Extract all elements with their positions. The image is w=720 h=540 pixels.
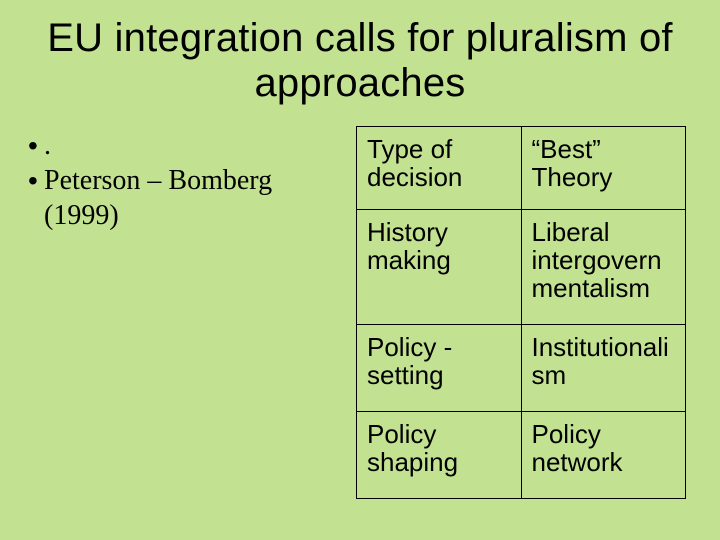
table-header-cell: “Best” Theory bbox=[521, 126, 686, 209]
table-cell: Liberal intergovernmentalism bbox=[521, 209, 686, 324]
list-item: . bbox=[28, 128, 338, 163]
table-row: Policy - setting Institutionalism bbox=[357, 324, 686, 411]
bullet-list: . Peterson – Bomberg (1999) bbox=[28, 128, 338, 233]
slide-title: EU integration calls for pluralism of ap… bbox=[28, 16, 692, 106]
table-cell: Policy network bbox=[521, 412, 686, 499]
table-row: History making Liberal intergovernmental… bbox=[357, 209, 686, 324]
table-header-cell: Type of decision bbox=[357, 126, 522, 209]
table-row: Type of decision “Best” Theory bbox=[357, 126, 686, 209]
left-column: . Peterson – Bomberg (1999) bbox=[28, 124, 338, 500]
list-item: Peterson – Bomberg (1999) bbox=[28, 163, 338, 233]
table-cell: Institutionalism bbox=[521, 324, 686, 411]
bullet-text: . bbox=[44, 128, 51, 163]
table-cell: History making bbox=[357, 209, 522, 324]
right-column: Type of decision “Best” Theory History m… bbox=[356, 124, 692, 500]
bullet-text: Peterson – Bomberg (1999) bbox=[44, 163, 324, 233]
table-cell: Policy shaping bbox=[357, 412, 522, 499]
slide: EU integration calls for pluralism of ap… bbox=[0, 0, 720, 540]
table-row: Policy shaping Policy network bbox=[357, 412, 686, 499]
content-row: . Peterson – Bomberg (1999) Type of deci… bbox=[28, 124, 692, 500]
table-cell: Policy - setting bbox=[357, 324, 522, 411]
theory-table: Type of decision “Best” Theory History m… bbox=[356, 126, 686, 500]
